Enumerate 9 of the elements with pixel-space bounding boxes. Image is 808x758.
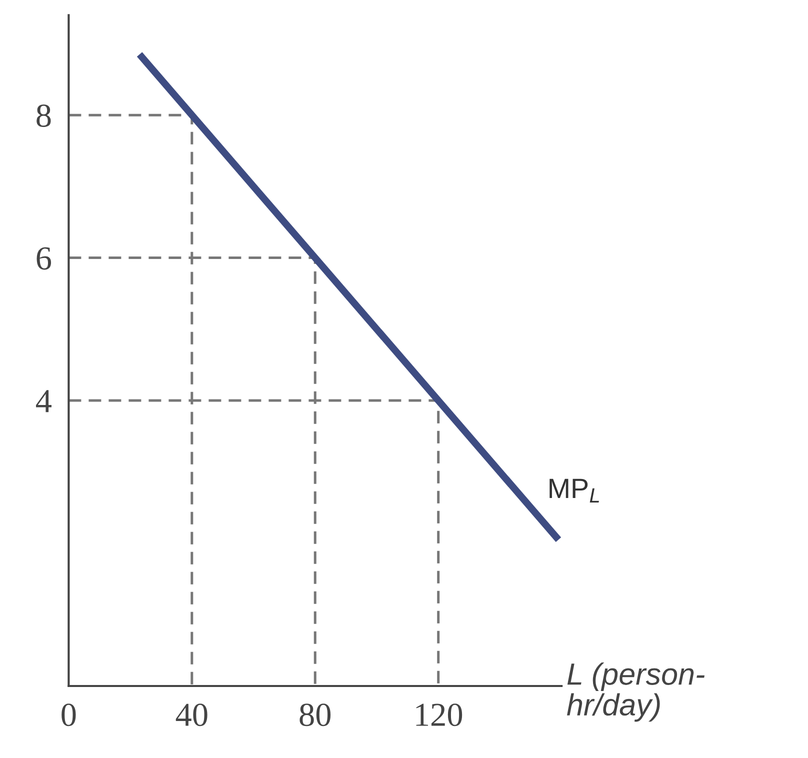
x-tick-label: 40 — [176, 704, 208, 726]
annotation: MP$_{L}$ — [550, 478, 599, 503]
x-axis-title: L (person- hr/day) — [566, 662, 705, 722]
x-tick-label: 80 — [300, 704, 331, 726]
y-tick-label: 4 — [36, 390, 52, 412]
x-tick-label: 120 — [416, 704, 462, 726]
y-tick-label: 6 — [36, 247, 52, 270]
y-tick-label: 8 — [36, 104, 51, 127]
x-tick-label: 0 — [62, 704, 76, 726]
